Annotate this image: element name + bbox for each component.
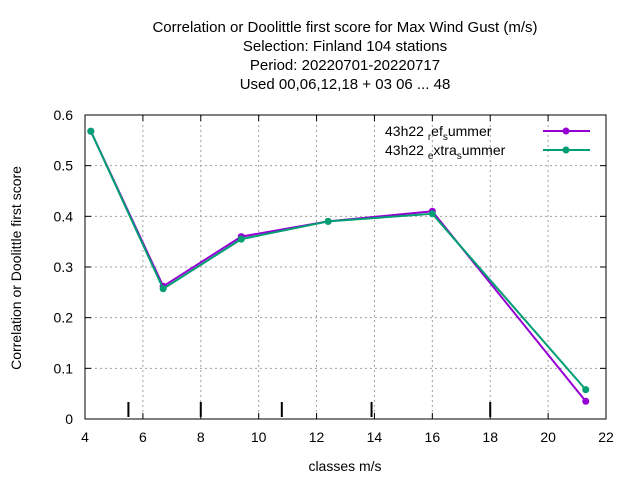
- x-tick-label: 22: [598, 429, 614, 445]
- x-tick-label: 14: [367, 429, 383, 445]
- title-line-1: Correlation or Doolittle first score for…: [152, 19, 537, 36]
- y-tick-label: 0.2: [54, 310, 74, 326]
- y-tick-label: 0.6: [54, 107, 74, 123]
- legend-text-part: 43h22: [385, 123, 428, 139]
- data-point: [87, 127, 95, 135]
- title-line-4: Used 00,06,12,18 + 03 06 ... 48: [240, 76, 451, 93]
- legend-subscript: s: [443, 132, 448, 143]
- x-tick-label: 6: [139, 429, 147, 445]
- series-line: [89, 130, 587, 391]
- x-axis-ticks: 4 6 8 10 12 14 16 18 20 22: [81, 115, 614, 445]
- y-tick-label: 0: [65, 411, 73, 427]
- data-point: [237, 235, 245, 243]
- legend-text-part: 43h22: [385, 142, 428, 158]
- class-boundary-marks: [127, 402, 492, 417]
- y-tick-label: 0.4: [54, 208, 74, 224]
- x-tick-label: 8: [197, 429, 205, 445]
- data-point: [159, 285, 167, 293]
- legend-subscript: e: [428, 151, 434, 162]
- x-tick-label: 20: [540, 429, 556, 445]
- legend-subscript: s: [457, 151, 462, 162]
- legend-label-2: 43h22 e​xtras​ummer: [385, 142, 506, 162]
- x-tick-label: 12: [309, 429, 325, 445]
- plot-border: [84, 114, 607, 420]
- data-point: [582, 397, 590, 405]
- grid: [85, 115, 606, 419]
- x-tick-label: 4: [81, 429, 89, 445]
- y-tick-label: 0.1: [54, 360, 74, 376]
- title-line-2: Selection: Finland 104 stations: [243, 38, 447, 55]
- series-1: [87, 127, 590, 405]
- x-tick-label: 18: [482, 429, 498, 445]
- legend-subscript: r: [428, 132, 432, 143]
- legend-label-1: 43h22 r​efs​ummer: [385, 123, 492, 143]
- legend-text-part: xtra: [433, 142, 457, 158]
- y-tick-label: 0.3: [54, 259, 74, 275]
- y-tick-label: 0.5: [54, 158, 74, 174]
- legend-text-part: ummer: [462, 142, 506, 158]
- series-line: [89, 130, 587, 402]
- series-2: [87, 127, 590, 394]
- data-point: [582, 386, 590, 394]
- series-lines: [87, 127, 590, 405]
- data-point: [324, 217, 332, 225]
- legend-text-part: ef: [431, 123, 443, 139]
- y-axis-ticks: 0 0.1 0.2 0.3 0.4 0.5 0.6: [54, 107, 606, 427]
- x-axis-label: classes m/s: [308, 458, 381, 474]
- data-point: [428, 210, 436, 218]
- x-tick-label: 10: [251, 429, 267, 445]
- chart-title: Correlation or Doolittle first score for…: [152, 19, 537, 93]
- title-line-3: Period: 20220701-20220717: [250, 57, 440, 74]
- legend-swatch-marker: [562, 127, 570, 135]
- legend-swatch-marker: [562, 146, 570, 154]
- y-axis-label: Correlation or Doolittle first score: [8, 166, 24, 370]
- x-tick-label: 16: [425, 429, 441, 445]
- legend-text-part: ummer: [448, 123, 492, 139]
